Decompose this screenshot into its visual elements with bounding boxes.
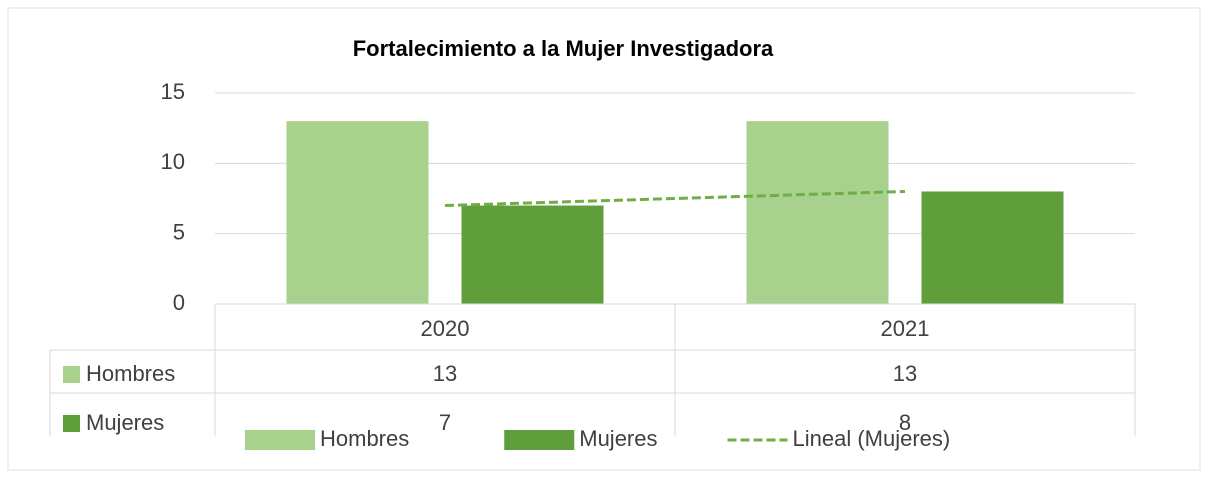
trendline (444, 189, 906, 208)
table-row-label: Hombres (86, 361, 175, 386)
x-tick-label: 2020 (421, 316, 470, 341)
bar (286, 121, 429, 304)
y-tick-label: 0 (173, 290, 185, 315)
table-row-label: Mujeres (86, 410, 164, 435)
bar (921, 191, 1064, 304)
y-tick-label: 5 (173, 219, 185, 244)
table-value: 8 (899, 410, 911, 435)
chart-border (7, 7, 1201, 471)
legend-label: Lineal (Mujeres) (793, 426, 951, 451)
table-legend-key (63, 415, 80, 432)
legend-label: Mujeres (579, 426, 657, 451)
table-legend-key (63, 366, 80, 383)
legend-label: Hombres (320, 426, 409, 451)
table-value: 13 (433, 361, 457, 386)
table-value: 7 (439, 410, 451, 435)
legend-swatch (504, 430, 575, 450)
y-tick-label: 10 (161, 149, 185, 174)
legend-swatch (245, 430, 315, 450)
x-tick-label: 2021 (881, 316, 930, 341)
bar (746, 121, 889, 304)
chart-title: Fortalecimiento a la Mujer Investigadora (353, 36, 774, 61)
table-value: 13 (893, 361, 917, 386)
bar (461, 205, 604, 304)
y-tick-label: 15 (161, 79, 185, 104)
